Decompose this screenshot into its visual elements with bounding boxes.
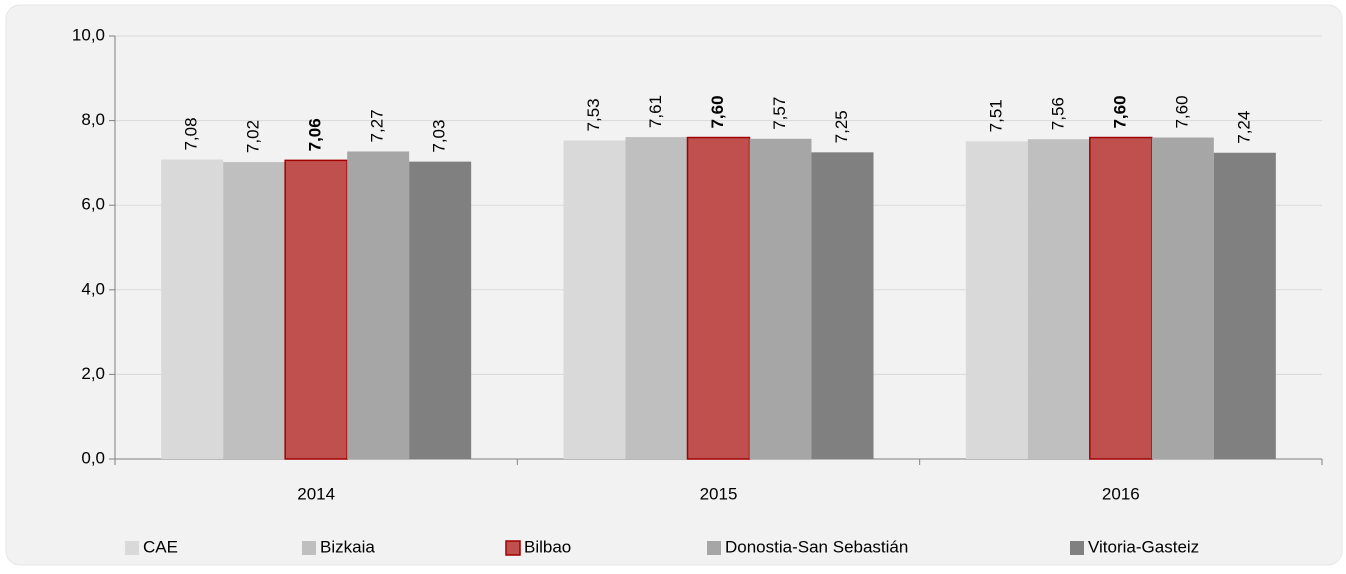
y-tick-label: 0,0 — [81, 448, 105, 467]
bar — [1089, 136, 1153, 460]
bar — [965, 141, 1028, 459]
bar — [347, 151, 410, 459]
legend-label: Vitoria-Gasteiz — [1088, 537, 1199, 556]
y-tick-label: 8,0 — [81, 110, 105, 129]
value-label: 7,57 — [770, 97, 789, 130]
legend-label: Bizkaia — [320, 537, 375, 556]
x-tick-label: 2015 — [700, 484, 738, 503]
bar — [223, 162, 286, 459]
legend-swatch — [302, 541, 316, 555]
value-label: 7,27 — [368, 109, 387, 142]
y-tick-label: 6,0 — [81, 195, 105, 214]
bar — [1213, 152, 1276, 460]
y-tick-label: 2,0 — [81, 364, 105, 383]
value-label: 7,60 — [708, 95, 727, 128]
value-label: 7,25 — [832, 110, 851, 143]
bar — [563, 140, 626, 459]
value-label: 7,08 — [182, 117, 201, 150]
legend-label: Bilbao — [524, 537, 571, 556]
legend-label: CAE — [143, 537, 178, 556]
value-label: 7,06 — [306, 118, 325, 151]
value-label: 7,60 — [1110, 95, 1129, 128]
value-label: 7,61 — [646, 95, 665, 128]
value-label: 7,02 — [244, 120, 263, 153]
bar — [625, 137, 688, 460]
legend-label: Donostia-San Sebastián — [725, 537, 908, 556]
bar — [749, 138, 812, 459]
legend-swatch — [1070, 541, 1084, 555]
value-label: 7,03 — [430, 120, 449, 153]
bar — [161, 159, 224, 460]
value-label: 7,51 — [986, 99, 1005, 132]
bar — [811, 152, 874, 459]
value-label: 7,60 — [1172, 95, 1191, 128]
bar — [686, 136, 751, 460]
value-label: 7,56 — [1048, 97, 1067, 130]
x-tick-label: 2016 — [1102, 484, 1140, 503]
y-tick-label: 10,0 — [72, 25, 105, 44]
bar — [284, 159, 348, 460]
value-label: 7,53 — [584, 98, 603, 131]
value-label: 7,24 — [1234, 111, 1253, 144]
legend-swatch — [125, 541, 139, 555]
y-tick-label: 4,0 — [81, 279, 105, 298]
bar — [409, 161, 472, 460]
x-tick-label: 2014 — [297, 484, 335, 503]
bar — [1151, 137, 1214, 459]
legend-swatch — [707, 541, 721, 555]
legend-swatch — [505, 540, 521, 556]
bar — [1027, 139, 1090, 459]
